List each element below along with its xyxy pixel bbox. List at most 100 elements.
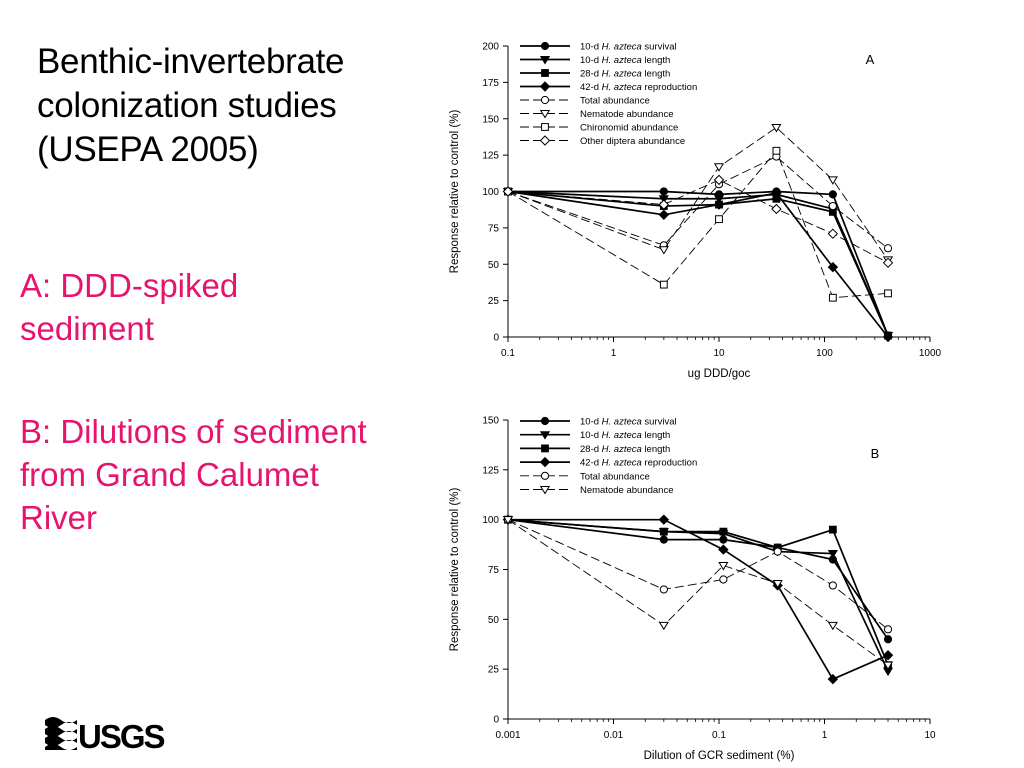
series-line (507, 190, 889, 338)
legend-label: 10-d H. azteca length (580, 55, 670, 66)
y-tick-label: 50 (488, 260, 500, 271)
series-line (507, 149, 889, 299)
legend-label-species: H. azteca (602, 430, 642, 441)
data-point (715, 215, 723, 224)
series-line (507, 179, 889, 264)
panel-a-description-line: sediment (20, 310, 154, 347)
data-point (883, 625, 893, 634)
y-tick-label: 25 (488, 665, 500, 676)
legend-label-suffix: reproduction (642, 458, 697, 469)
legend-label: Chironomid abundance (580, 123, 678, 134)
legend-marker (540, 41, 550, 51)
legend-item: Nematode abundance (520, 109, 674, 120)
y-tick-label: 0 (493, 715, 499, 726)
legend-label-prefix: 28-d (580, 69, 602, 80)
y-tick-label: 0 (493, 333, 499, 344)
x-tick-label: 0.1 (712, 730, 726, 741)
legend-label-species: H. azteca (602, 444, 642, 455)
series-line (508, 190, 889, 336)
usgs-logo-text: USGS (78, 718, 165, 752)
y-tick-label: 100 (482, 515, 499, 526)
legend-item: 10-d H. azteca length (520, 430, 670, 441)
data-point (828, 581, 837, 590)
y-tick-label: 25 (488, 296, 500, 307)
legend-label-prefix: Chironomid abundance (580, 123, 678, 134)
y-tick-label: 200 (482, 42, 499, 53)
series-line (507, 190, 889, 336)
data-point (883, 244, 893, 253)
data-point (502, 516, 514, 525)
legend-label-suffix: reproduction (642, 82, 697, 93)
legend-item: 10-d H. azteca survival (520, 42, 677, 53)
legend-label-species: H. azteca (602, 417, 642, 428)
legend-label-prefix: Total abundance (580, 471, 650, 482)
y-tick-label: 125 (482, 465, 499, 476)
legend-item: 28-d H. azteca length (520, 444, 670, 455)
legend-label: 42-d H. azteca reproduction (580, 458, 697, 469)
panel-b-description-line: B: Dilutions of sediment (20, 413, 367, 450)
series-line (508, 518, 889, 681)
legend-item: 42-d H. azteca reproduction (520, 456, 697, 469)
data-point (828, 190, 837, 199)
data-point (827, 176, 838, 185)
legend-label: Other diptera abundance (580, 136, 685, 147)
data-point (827, 621, 838, 631)
data-point (658, 621, 669, 631)
legend-marker (541, 444, 549, 453)
y-tick-label: 125 (482, 151, 499, 162)
legend-label: 10-d H. azteca survival (580, 42, 677, 53)
legend-marker (539, 431, 551, 440)
data-point (771, 123, 782, 133)
panel-a-description-line: A: DDD-spiked (20, 267, 239, 304)
chart-a: 0 25 50 75 100 125 150 175 200 0.1 1 10 100 1000 ug DD… (449, 42, 942, 381)
legend-label-species: H. azteca (602, 42, 642, 53)
data-point (827, 550, 838, 559)
legend-label-species: H. azteca (602, 55, 642, 66)
data-point (658, 514, 670, 525)
x-tick-label: 0.1 (501, 348, 515, 359)
legend-label: Total abundance (580, 471, 650, 482)
y-tick-label: 100 (482, 187, 499, 198)
data-point (882, 650, 894, 661)
legend-label-suffix: survival (642, 42, 677, 53)
panel-label: B (871, 446, 880, 461)
legend-item: Nematode abundance (520, 485, 674, 496)
legend-item: 10-d H. azteca length (520, 55, 670, 66)
data-point (713, 199, 725, 210)
legend-marker (539, 81, 551, 92)
legend-marker (541, 123, 549, 131)
legend-label-prefix: 10-d (580, 42, 602, 53)
data-point (719, 575, 728, 584)
legend-label: 10-d H. azteca survival (580, 417, 677, 428)
data-point (659, 527, 668, 536)
y-tick-label: 150 (482, 416, 499, 427)
data-point (828, 201, 837, 211)
legend-label-prefix: Other diptera abundance (580, 136, 685, 147)
x-tick-label: 1 (822, 730, 828, 741)
legend-label-suffix: length (642, 55, 671, 66)
x-tick-label: 10 (713, 348, 725, 359)
panel-b-description: B: Dilutions of sediment from Grand Calu… (20, 410, 450, 539)
x-tick-label: 1 (611, 348, 617, 359)
legend-marker (539, 135, 551, 146)
legend-label-prefix: 42-d (580, 82, 602, 93)
data-point (719, 527, 728, 536)
legend-label: Total abundance (580, 96, 650, 107)
data-point (827, 673, 839, 685)
legend-label-suffix: length (642, 430, 671, 441)
legend-label-prefix: 10-d (580, 417, 602, 428)
legend-label-prefix: 10-d (580, 430, 602, 441)
x-tick-label: 0.001 (495, 730, 520, 741)
slide-title-line: (USEPA 2005) (37, 130, 259, 169)
data-point (658, 209, 670, 220)
x-tick-label: 0.01 (604, 730, 624, 741)
data-point (882, 661, 894, 671)
data-point (659, 187, 668, 196)
series-line (507, 518, 889, 672)
legend-marker (540, 416, 550, 426)
legend-marker (539, 56, 551, 65)
series-line (507, 518, 889, 666)
legend-label: 10-d H. azteca length (580, 430, 670, 441)
series-line (507, 519, 889, 666)
